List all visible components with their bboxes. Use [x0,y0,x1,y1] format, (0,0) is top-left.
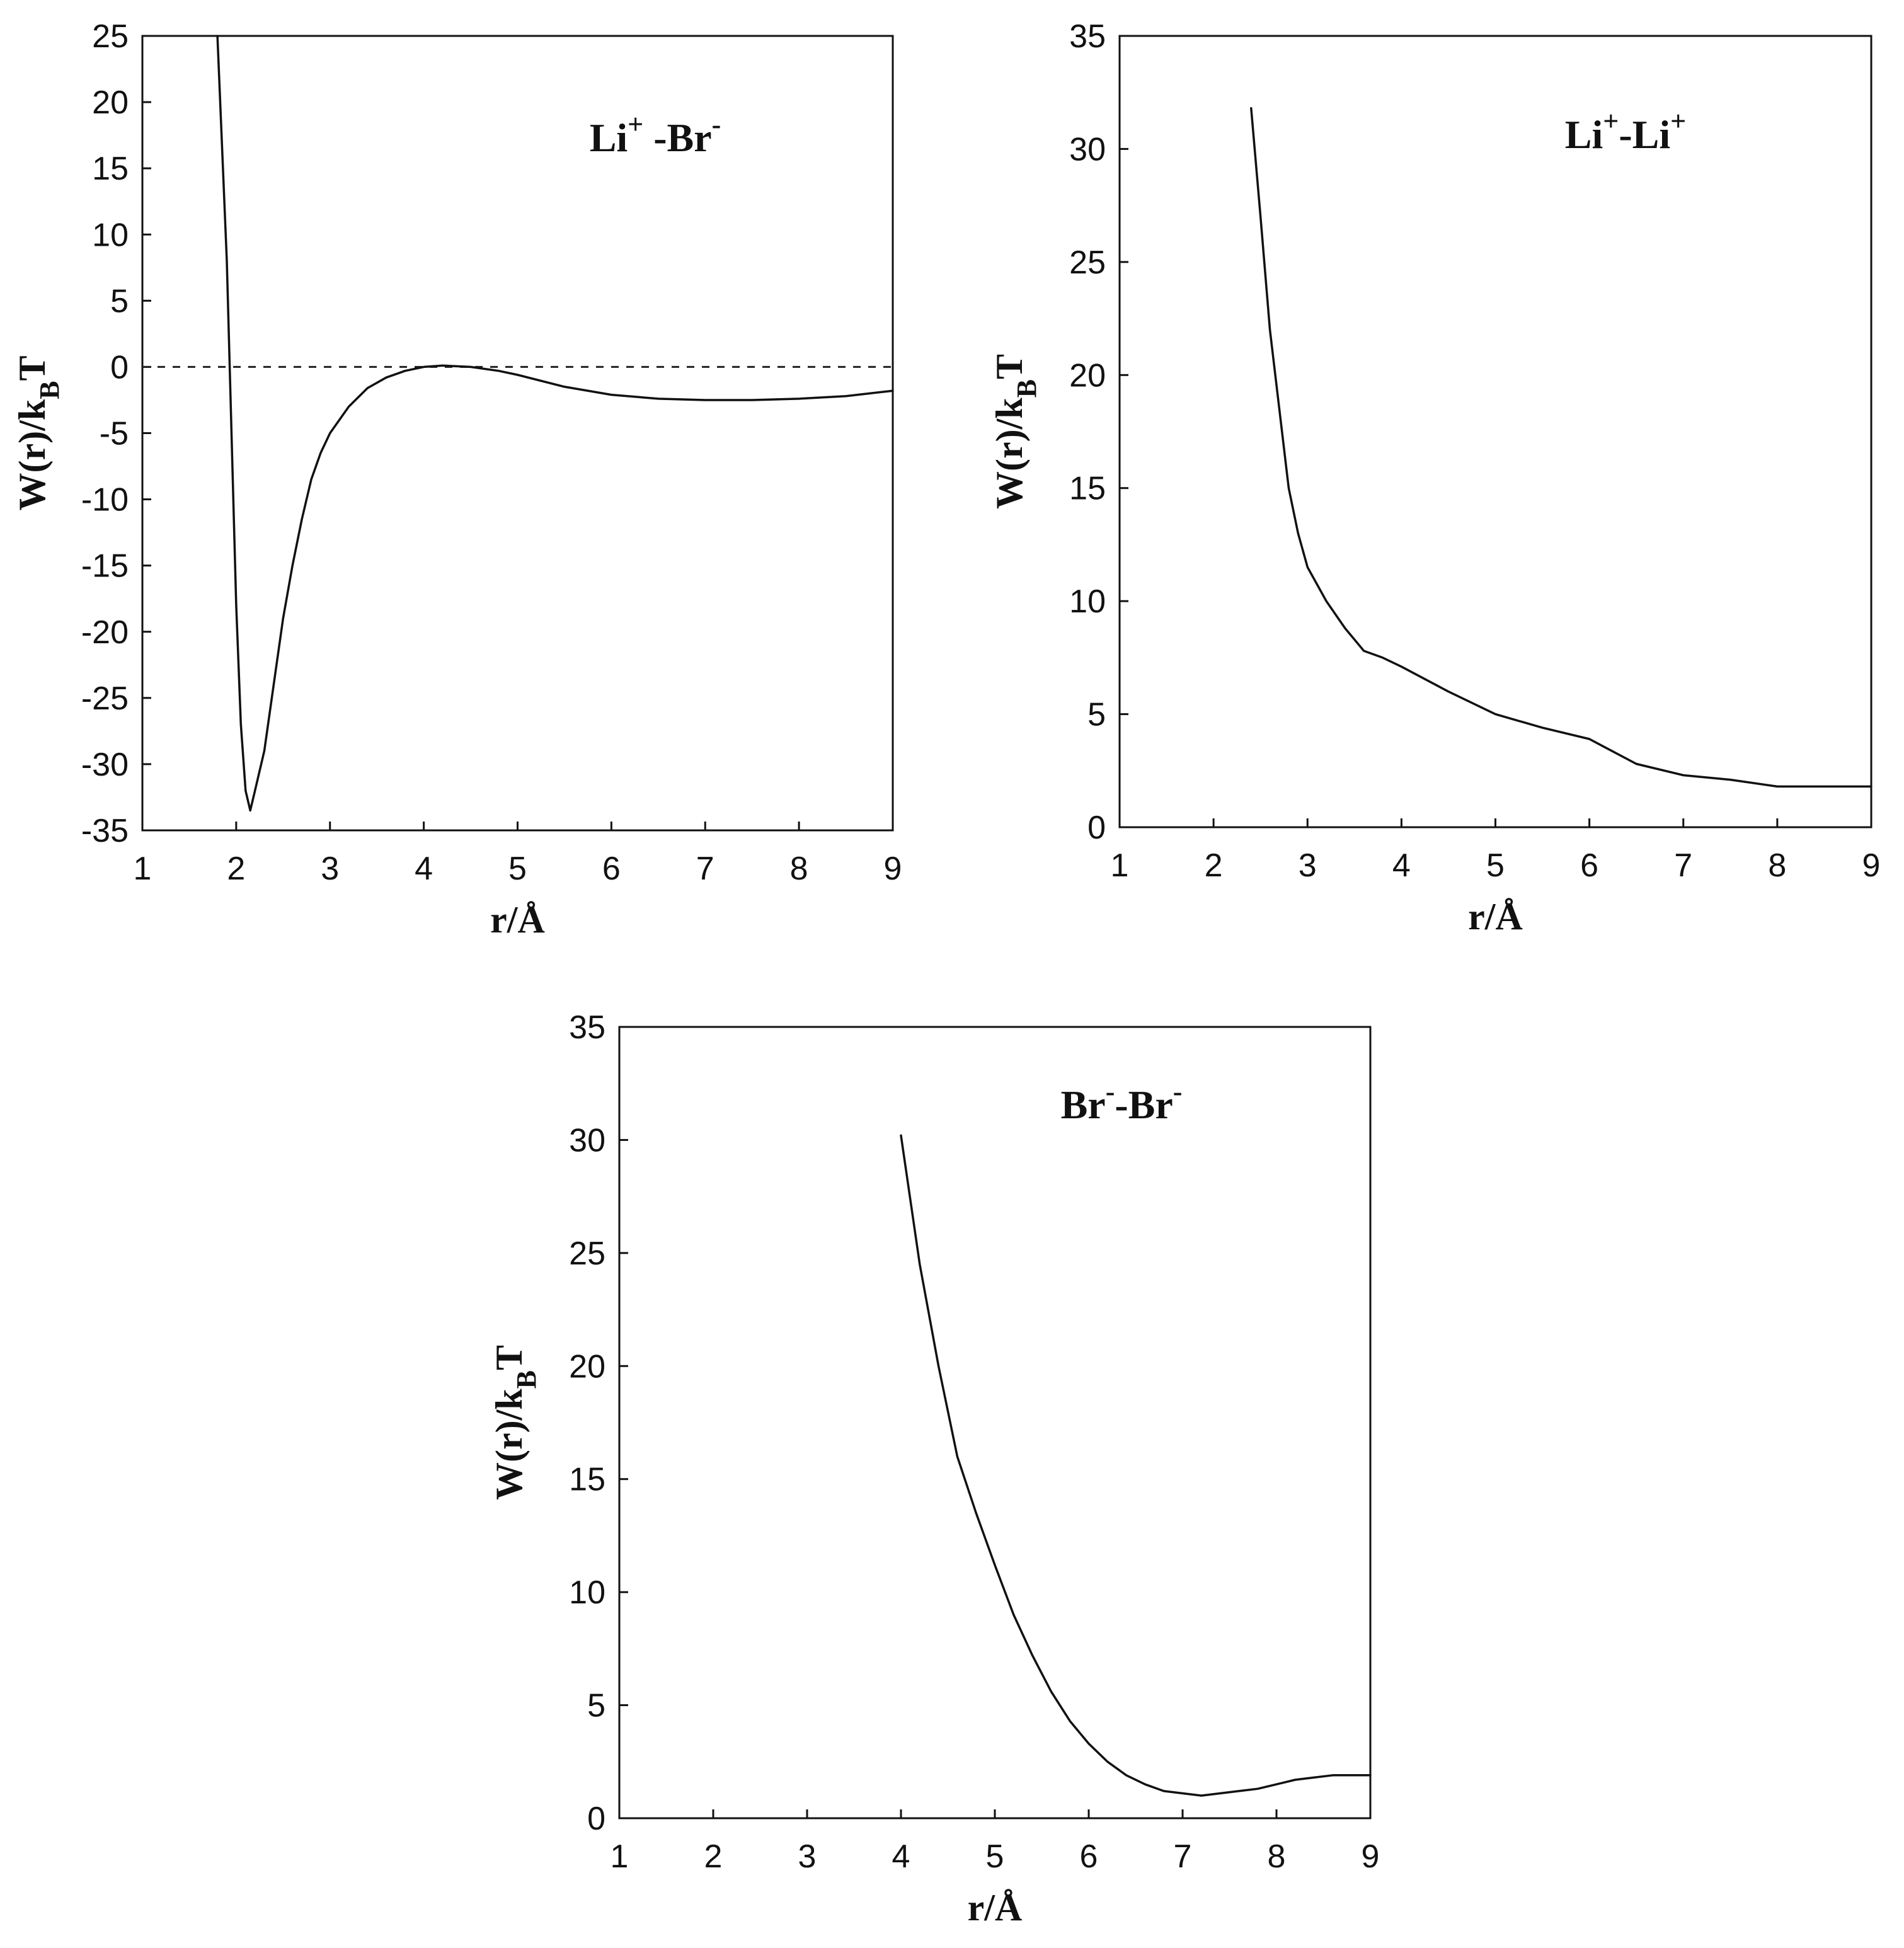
x-tick-label: 4 [415,851,433,887]
annotation-base2: Br [1128,1082,1173,1127]
x-tick-label: 8 [790,851,808,887]
y-tick-label: 25 [1069,244,1106,281]
x-tick-label: 3 [1299,847,1317,884]
y-axis-label-main: W(r)/k [11,399,53,510]
x-axis-label: r/Å [490,899,545,941]
x-tick-label: 1 [611,1838,629,1875]
y-tick-label: 20 [1069,357,1106,394]
y-tick-label: 30 [1069,131,1106,168]
annotation-sup2: - [712,109,721,140]
annotation-sep: - [643,115,667,160]
y-tick-label: 10 [92,217,129,253]
y-tick-label: 35 [569,1009,605,1046]
y-axis-label: W(r)/kBT [11,355,65,510]
y-tick-label: 15 [569,1462,605,1498]
annotation-sup2: + [1670,106,1686,137]
x-tick-label: 2 [1205,847,1223,884]
annotation-sup1: + [1603,106,1619,137]
plot-frame [1118,35,1872,828]
plot-frame [141,35,894,832]
y-axis-label-tail: T [488,1345,530,1370]
x-tick-label: 6 [602,851,621,887]
y-tick-label: 20 [92,84,129,121]
y-axis-label-main: W(r)/k [989,398,1030,509]
x-tick-label: 5 [1486,847,1505,884]
y-tick-label: 20 [569,1348,605,1385]
x-tick-label: 6 [1580,847,1598,884]
x-axis-label: r/Å [968,1887,1023,1928]
x-tick-label: 3 [798,1838,817,1875]
y-tick-label: 5 [110,283,129,319]
y-axis-label-sub: B [1011,379,1042,398]
y-tick-label: 30 [569,1122,605,1159]
annotation-sup1: + [628,109,643,140]
x-tick-label: 1 [134,851,152,887]
annotation-sep: - [1115,1082,1128,1127]
annotation-sep: - [1619,112,1632,157]
x-axis-label: r/Å [1468,896,1523,937]
y-axis-label-main: W(r)/k [488,1389,530,1500]
y-axis-label-sub: B [34,381,65,399]
x-tick-label: 7 [696,851,714,887]
annotation-base1: Li [590,115,628,160]
x-tick-label: 6 [1080,1838,1098,1875]
y-axis-label-tail: T [11,355,53,381]
series-line-0 [1250,107,1872,788]
annotation-base1: Br [1061,1082,1106,1127]
annotation-base2: Br [667,115,712,160]
x-tick-label: 5 [508,851,527,887]
ion-pair-annotation: Li+-Li+ [1565,106,1686,157]
x-tick-label: 3 [321,851,339,887]
y-tick-label: -25 [81,680,129,717]
x-tick-label: 2 [704,1838,723,1875]
y-tick-label: 10 [1069,583,1106,620]
y-tick-label: 15 [92,151,129,187]
y-tick-label: -10 [81,482,129,519]
y-tick-label: -20 [81,614,129,651]
plot-frame [618,1026,1372,1819]
panel-li-br: 1 2 3 4 5 6 7 8 9 25 20 15 10 5 0 -5 -10 -15 -20 -25 -30 -35 r… [11,18,902,941]
x-tick-label: 8 [1768,847,1786,884]
annotation-base1: Li [1565,112,1603,157]
x-tick-label: 9 [1362,1838,1380,1875]
panel-li-li: 1 2 3 4 5 6 7 8 935302520151050r/ÅW(r)/kBTLi+-Li… [989,18,1880,937]
y-tick-label: 25 [92,18,129,55]
x-tick-label: 4 [1392,847,1411,884]
series-line-0 [900,1134,1372,1797]
x-tick-label: 8 [1268,1838,1286,1875]
panel-br-br: 1 2 3 4 5 6 7 8 935302520151050r/ÅW(r)/kBTBr--Br… [488,1009,1379,1928]
x-tick-label: 7 [1674,847,1692,884]
annotation-sup1: - [1106,1076,1115,1107]
y-tick-label: -5 [100,416,129,452]
x-tick-label: 2 [227,851,245,887]
x-tick-label: 4 [892,1838,910,1875]
x-tick-label: 1 [1111,847,1129,884]
y-tick-label: 5 [587,1688,605,1724]
x-tick-label: 7 [1174,1838,1192,1875]
annotation-sup2: - [1173,1076,1183,1107]
ion-pair-annotation: Li+ -Br- [590,109,721,160]
ion-pair-annotation: Br--Br- [1061,1076,1183,1127]
y-tick-label: -15 [81,548,129,585]
y-tick-label: 15 [1069,471,1106,507]
series-line-0 [216,35,894,812]
y-tick-label: -30 [81,747,129,783]
y-tick-label: 0 [1087,810,1106,846]
y-axis-label-sub: B [511,1370,542,1389]
y-axis-label-tail: T [989,354,1030,379]
y-tick-label: -35 [81,813,129,849]
y-tick-label: 0 [110,349,129,386]
x-tick-label: 9 [884,851,902,887]
y-tick-label: 5 [1087,697,1106,733]
y-axis-label: W(r)/kBT [488,1345,542,1500]
y-tick-label: 25 [569,1235,605,1272]
y-tick-label: 35 [1069,18,1106,55]
y-tick-label: 10 [569,1574,605,1611]
x-tick-label: 5 [986,1838,1004,1875]
x-tick-label: 9 [1862,847,1881,884]
y-tick-label: 0 [587,1801,605,1837]
annotation-base2: Li [1632,112,1670,157]
y-axis-label: W(r)/kBT [989,354,1042,509]
